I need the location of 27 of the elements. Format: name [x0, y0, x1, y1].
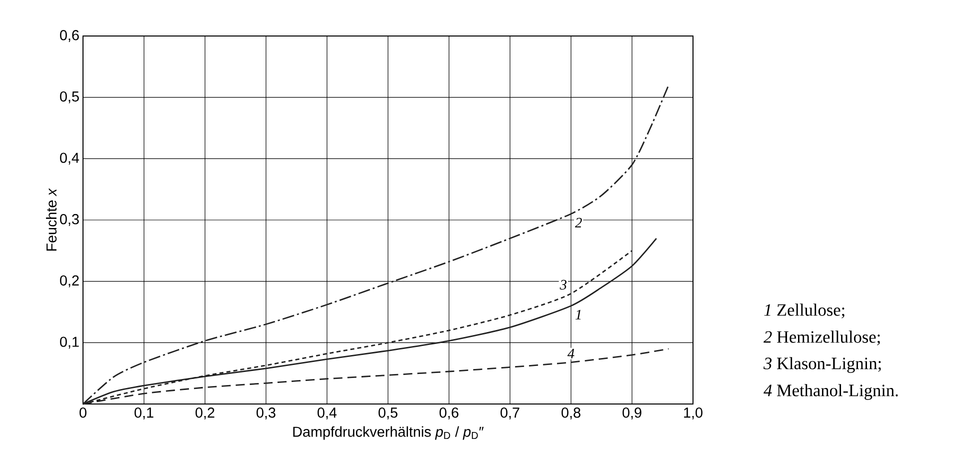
x-tick-label: 0,3	[256, 408, 276, 420]
x-tick-label: 1,0	[684, 408, 702, 420]
x-tick-label: 0,4	[318, 408, 337, 420]
y-tick-label: 0,4	[60, 152, 80, 165]
y-tick-label: 0,6	[60, 30, 79, 42]
x-axis-title: Dampfdruckverhältnis p$_{D}$ / p$_{D}$″	[293, 426, 484, 440]
x-tick-label: 0,5	[378, 408, 398, 420]
text: 1 Zellulose;	[764, 304, 844, 318]
y-axis-title: Feuchte x	[46, 188, 57, 251]
x-tick-label: 0,8	[562, 408, 580, 420]
series-label: 1	[576, 310, 581, 320]
text: 3 Klason-Lignin;	[764, 357, 881, 373]
series-label: 3	[560, 280, 567, 290]
x-tick-label: 0,7	[500, 408, 520, 420]
x-tick-label: 0,9	[622, 408, 642, 420]
y-tick-label: 0,2	[60, 275, 79, 288]
series-label: 2	[575, 218, 582, 228]
text: 2 Hemizellulose;	[764, 330, 880, 346]
y-tick-label: 0,1	[60, 336, 79, 349]
text: 4 Methanol-Lignin.	[764, 384, 898, 400]
y-tick-label: 0,3	[60, 214, 79, 226]
y-tick-label: 0,5	[60, 91, 79, 104]
x-tick-label: 0,2	[196, 408, 214, 420]
x-tick-label: 0	[80, 408, 86, 418]
series-label: 4	[567, 348, 574, 358]
x-tick-label: 0,6	[440, 408, 458, 420]
x-tick-label: 0,1	[134, 408, 154, 420]
